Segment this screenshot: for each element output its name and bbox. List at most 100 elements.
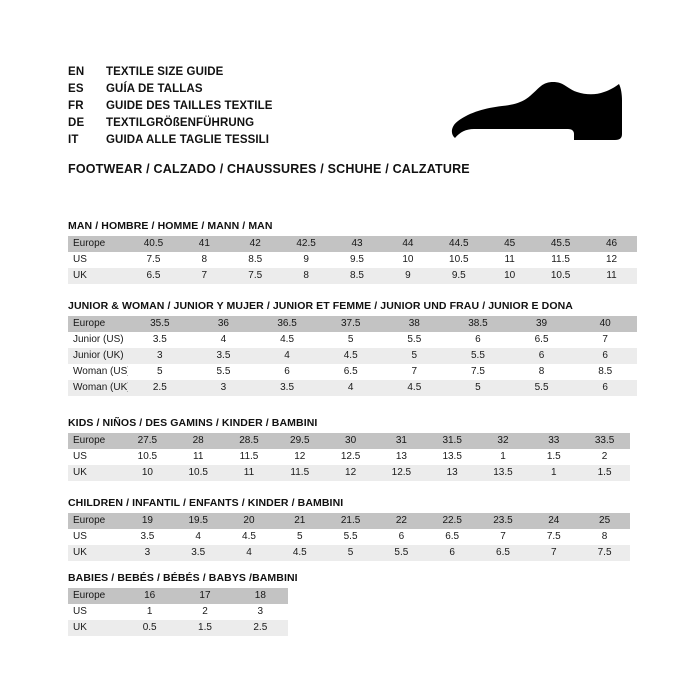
size-cell: 35.5	[128, 316, 192, 332]
section-title-babies: BABIES / BEBÉS / BÉBÉS / BABYS /BAMBINI	[68, 572, 298, 584]
size-cell: 6.5	[477, 545, 529, 561]
size-cell: 10	[122, 465, 173, 481]
size-cell: 21	[274, 513, 326, 529]
size-cell: 6	[573, 348, 637, 364]
language-title: GUIDA ALLE TAGLIE TESSILI	[106, 134, 270, 146]
size-cell: 44.5	[433, 236, 485, 252]
size-cell: 5	[318, 332, 383, 348]
size-cell: 5.5	[446, 348, 510, 364]
table-row: UK 6.5 7 7.5 8 8.5 9 9.5 10 10.5 11	[68, 268, 637, 284]
language-title: TEXTILGRÖßENFÜHRUNG	[106, 117, 255, 129]
section-title-children: CHILDREN / INFANTIL / ENFANTS / KINDER /…	[68, 497, 344, 509]
size-cell: 6	[426, 545, 478, 561]
size-table-babies: Europe 16 17 18 US 1 2 3 UK 0.5 1.5 2.5	[68, 588, 288, 636]
size-cell: 7.5	[528, 529, 580, 545]
size-cell: 1	[477, 449, 529, 465]
size-cell: 38	[382, 316, 447, 332]
size-table-children: Europe 19 19.5 20 21 21.5 22 22.5 23.5 24 25 US 3.5 4…	[68, 513, 630, 561]
size-cell: 23.5	[477, 513, 529, 529]
size-cell: 44	[382, 236, 434, 252]
size-cell: 13	[375, 449, 427, 465]
size-cell: 8.5	[229, 252, 281, 268]
row-label: US	[68, 449, 122, 465]
size-cell: 4.5	[274, 545, 326, 561]
size-cell: 5	[382, 348, 447, 364]
language-row: EN TEXTILE SIZE GUIDE	[68, 64, 428, 81]
size-cell: 4.5	[223, 529, 275, 545]
size-cell: 7.5	[579, 545, 630, 561]
size-cell: 7.5	[229, 268, 281, 284]
size-cell: 9.5	[331, 252, 383, 268]
size-cell: 11	[172, 449, 224, 465]
size-cell: 9	[280, 252, 332, 268]
size-cell: 5	[274, 529, 326, 545]
row-label: Europe	[68, 236, 128, 252]
row-label: Woman (US)	[68, 364, 128, 380]
size-cell: 12	[325, 465, 376, 481]
size-cell: 33.5	[579, 433, 630, 449]
size-cell: 6.5	[318, 364, 383, 380]
size-cell: 6.5	[426, 529, 478, 545]
size-cell: 6.5	[509, 332, 574, 348]
size-cell: 1	[528, 465, 580, 481]
size-cell: 4	[255, 348, 319, 364]
dress-shoe-silhouette-icon	[446, 76, 630, 158]
size-cell: 6	[446, 332, 510, 348]
size-cell: 6	[375, 529, 427, 545]
section-title-junior-woman: JUNIOR & WOMAN / JUNIOR Y MUJER / JUNIOR…	[68, 300, 573, 312]
size-cell: 17	[177, 588, 233, 604]
row-label: UK	[68, 465, 122, 481]
language-title: GUÍA DE TALLAS	[106, 83, 203, 95]
size-cell: 5.5	[375, 545, 427, 561]
size-cell: 45.5	[535, 236, 587, 252]
size-cell: 31.5	[426, 433, 478, 449]
size-cell: 5.5	[382, 332, 447, 348]
size-cell: 39	[509, 316, 574, 332]
size-cell: 1.5	[177, 620, 233, 636]
size-cell: 2	[579, 449, 630, 465]
size-cell: 4.5	[255, 332, 319, 348]
table-row: UK 0.5 1.5 2.5	[68, 620, 288, 636]
table-row: US 7.5 8 8.5 9 9.5 10 10.5 11 11.5 12	[68, 252, 637, 268]
size-section-children: CHILDREN / INFANTIL / ENFANTS / KINDER /…	[68, 497, 630, 561]
size-cell: 3	[191, 380, 256, 396]
size-cell: 10.5	[172, 465, 224, 481]
size-cell: 8	[579, 529, 630, 545]
size-cell: 3	[128, 348, 192, 364]
size-cell: 5.5	[325, 529, 376, 545]
size-cell: 19.5	[172, 513, 224, 529]
size-cell: 27.5	[122, 433, 173, 449]
size-cell: 8	[178, 252, 230, 268]
row-label: US	[68, 252, 128, 268]
size-section-babies: BABIES / BEBÉS / BÉBÉS / BABYS /BAMBINI E…	[68, 572, 298, 636]
size-cell: 8	[280, 268, 332, 284]
size-cell: 5	[446, 380, 510, 396]
size-cell: 40.5	[128, 236, 179, 252]
size-cell: 13.5	[426, 449, 478, 465]
size-cell: 7	[382, 364, 447, 380]
size-cell: 29.5	[274, 433, 326, 449]
size-cell: 32	[477, 433, 529, 449]
section-title-kids: KIDS / NIÑOS / DES GAMINS / KINDER / BAM…	[68, 417, 318, 429]
size-cell: 4	[172, 529, 224, 545]
table-row: Junior (UK) 3 3.5 4 4.5 5 5.5 6 6	[68, 348, 637, 364]
language-code: IT	[68, 134, 79, 146]
size-cell: 8.5	[573, 364, 637, 380]
footwear-title: FOOTWEAR / CALZADO / CHAUSSURES / SCHUHE…	[68, 162, 470, 176]
size-cell: 7	[573, 332, 637, 348]
size-cell: 0.5	[122, 620, 178, 636]
size-cell: 10.5	[433, 252, 485, 268]
size-cell: 1.5	[579, 465, 630, 481]
size-cell: 2.5	[128, 380, 192, 396]
table-header-row: Europe 16 17 18	[68, 588, 288, 604]
table-row: US 1 2 3	[68, 604, 288, 620]
row-label: Junior (US)	[68, 332, 128, 348]
size-cell: 3.5	[128, 332, 192, 348]
size-cell: 38.5	[446, 316, 510, 332]
size-cell: 13.5	[477, 465, 529, 481]
table-row: UK 3 3.5 4 4.5 5 5.5 6 6.5 7 7.5	[68, 545, 630, 561]
table-row: UK 10 10.5 11 11.5 12 12.5 13 13.5 1 1.5	[68, 465, 630, 481]
size-table-kids: Europe 27.5 28 28.5 29.5 30 31 31.5 32 33 33.5 US 10…	[68, 433, 630, 481]
size-cell: 24	[528, 513, 580, 529]
size-cell: 4	[191, 332, 256, 348]
